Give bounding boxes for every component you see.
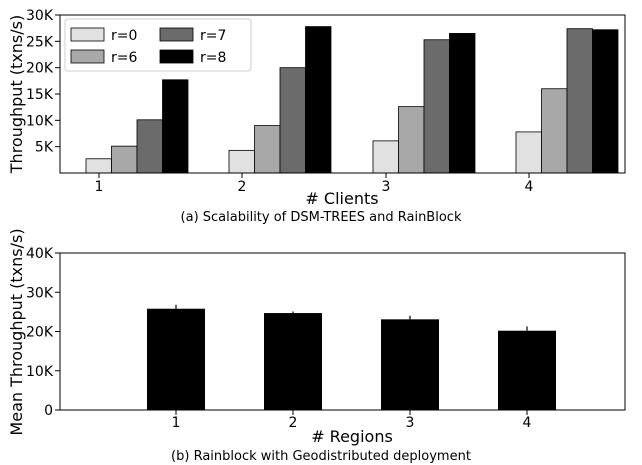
chart-a-x-axis-label: # Clients <box>305 189 378 208</box>
bar-a-r7-clients-1 <box>137 120 163 173</box>
chart-b-y-tick-label: 40K <box>26 246 54 262</box>
chart-a: 5K 10K 15K 20K 25K 30K 1 2 3 4 Throughput (txns/… <box>7 8 625 208</box>
chart-a-y-tick-label: 5K <box>35 140 54 156</box>
bar-a-r6-clients-1 <box>112 146 138 173</box>
legend-label-r8: r=8 <box>200 50 226 66</box>
chart-a-y-tick-label: 30K <box>26 8 54 24</box>
legend-label-r7: r=7 <box>200 28 226 44</box>
bar-b-regions-4 <box>498 331 556 410</box>
chart-a-y-ticks: 5K 10K 15K 20K 25K 30K <box>26 8 60 156</box>
caption-a: (a) Scalability of DSM-TREES and RainBlo… <box>0 210 642 225</box>
bar-a-r0-clients-3 <box>373 141 399 173</box>
legend-swatch-r8 <box>160 50 193 63</box>
chart-a-y-tick-label: 20K <box>26 61 54 77</box>
chart-a-legend: r=0 r=6 r=7 r=8 <box>65 19 251 71</box>
bar-a-r0-clients-4 <box>516 132 542 173</box>
bar-a-r6-clients-4 <box>542 89 568 173</box>
bar-a-r8-clients-2 <box>306 27 332 173</box>
chart-b-y-tick-label: 10K <box>26 364 54 380</box>
chart-a-x-tick-label: 4 <box>525 179 534 195</box>
bar-a-r7-clients-2 <box>280 68 306 173</box>
legend-label-r0: r=0 <box>111 28 137 44</box>
chart-a-y-tick-label: 10K <box>26 113 54 129</box>
bar-b-regions-1 <box>147 309 205 410</box>
caption-b: (b) Rainblock with Geodistributed deploy… <box>0 449 642 464</box>
bar-a-r0-clients-1 <box>86 159 112 173</box>
bar-b-regions-3 <box>381 319 439 410</box>
bar-a-r6-clients-3 <box>399 107 425 173</box>
chart-b-x-tick-label: 3 <box>406 415 415 431</box>
bar-a-r6-clients-2 <box>255 126 281 173</box>
chart-b: 0 10K 20K 30K 40K 1 2 3 4 Mean Throughput (txns… <box>7 228 625 446</box>
chart-a-x-tick-label: 1 <box>95 179 104 195</box>
chart-a-y-axis-label: Throughput (txns/s) <box>7 15 26 174</box>
chart-b-x-axis-label: # Regions <box>311 427 393 446</box>
bar-a-r8-clients-1 <box>163 80 189 173</box>
chart-b-x-tick-label: 1 <box>172 415 181 431</box>
bar-b-regions-2 <box>264 313 322 410</box>
legend-swatch-r0 <box>71 28 104 41</box>
chart-b-y-axis-label: Mean Throughput (txns/s) <box>7 228 26 435</box>
legend-label-r6: r=6 <box>111 50 137 66</box>
chart-a-x-tick-label: 3 <box>382 179 391 195</box>
chart-a-y-tick-label: 25K <box>26 34 54 50</box>
bar-a-r8-clients-4 <box>593 30 619 173</box>
bar-a-r8-clients-3 <box>450 33 476 173</box>
chart-b-bars <box>147 305 556 410</box>
chart-b-y-ticks: 0 10K 20K 30K 40K <box>26 246 60 419</box>
chart-b-y-tick-label: 0 <box>44 403 53 419</box>
chart-a-y-tick-label: 15K <box>26 87 54 103</box>
chart-b-x-tick-label: 4 <box>523 415 532 431</box>
chart-b-x-tick-label: 2 <box>289 415 298 431</box>
legend-swatch-r7 <box>160 28 193 41</box>
chart-a-x-tick-label: 2 <box>238 179 247 195</box>
chart-b-y-tick-label: 30K <box>26 285 54 301</box>
legend-swatch-r6 <box>71 50 104 63</box>
bar-a-r0-clients-2 <box>229 150 255 173</box>
bar-a-r7-clients-3 <box>424 40 450 173</box>
chart-b-y-tick-label: 20K <box>26 325 54 341</box>
bar-a-r7-clients-4 <box>567 29 593 173</box>
